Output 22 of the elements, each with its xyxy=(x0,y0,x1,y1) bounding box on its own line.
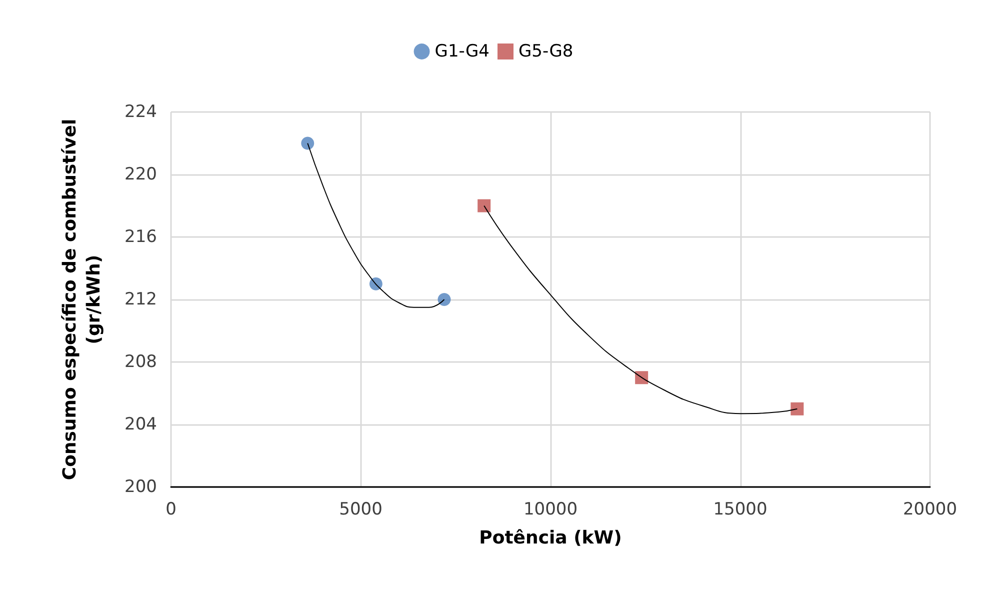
y-tick-label: 216 xyxy=(124,227,157,247)
point xyxy=(438,293,451,306)
y-axis-title: Consumo específico de combustível (gr/kWh) xyxy=(60,118,104,480)
x-tick-label: 20000 xyxy=(902,500,958,520)
x-tick-label: 5000 xyxy=(339,500,382,520)
y-tick-label: 220 xyxy=(124,164,157,184)
y-tick-label: 208 xyxy=(124,352,157,372)
x-tick-label: 15000 xyxy=(713,500,768,520)
x-tick-label: 0 xyxy=(166,500,176,520)
y-tick-label: 200 xyxy=(124,477,157,497)
y-tick-label: 224 xyxy=(124,102,157,122)
point xyxy=(790,402,804,416)
point xyxy=(301,136,314,150)
y-tick-label: 204 xyxy=(124,414,157,434)
y-tick-label: 212 xyxy=(124,290,157,310)
point xyxy=(635,371,648,384)
x-tick-label: 10000 xyxy=(523,500,578,520)
point xyxy=(369,277,382,290)
point xyxy=(478,199,491,212)
x-axis-title: Potência (kW) xyxy=(479,528,622,548)
legend-label: G1-G4 xyxy=(434,42,490,62)
legend-label: G5-G8 xyxy=(518,42,574,62)
